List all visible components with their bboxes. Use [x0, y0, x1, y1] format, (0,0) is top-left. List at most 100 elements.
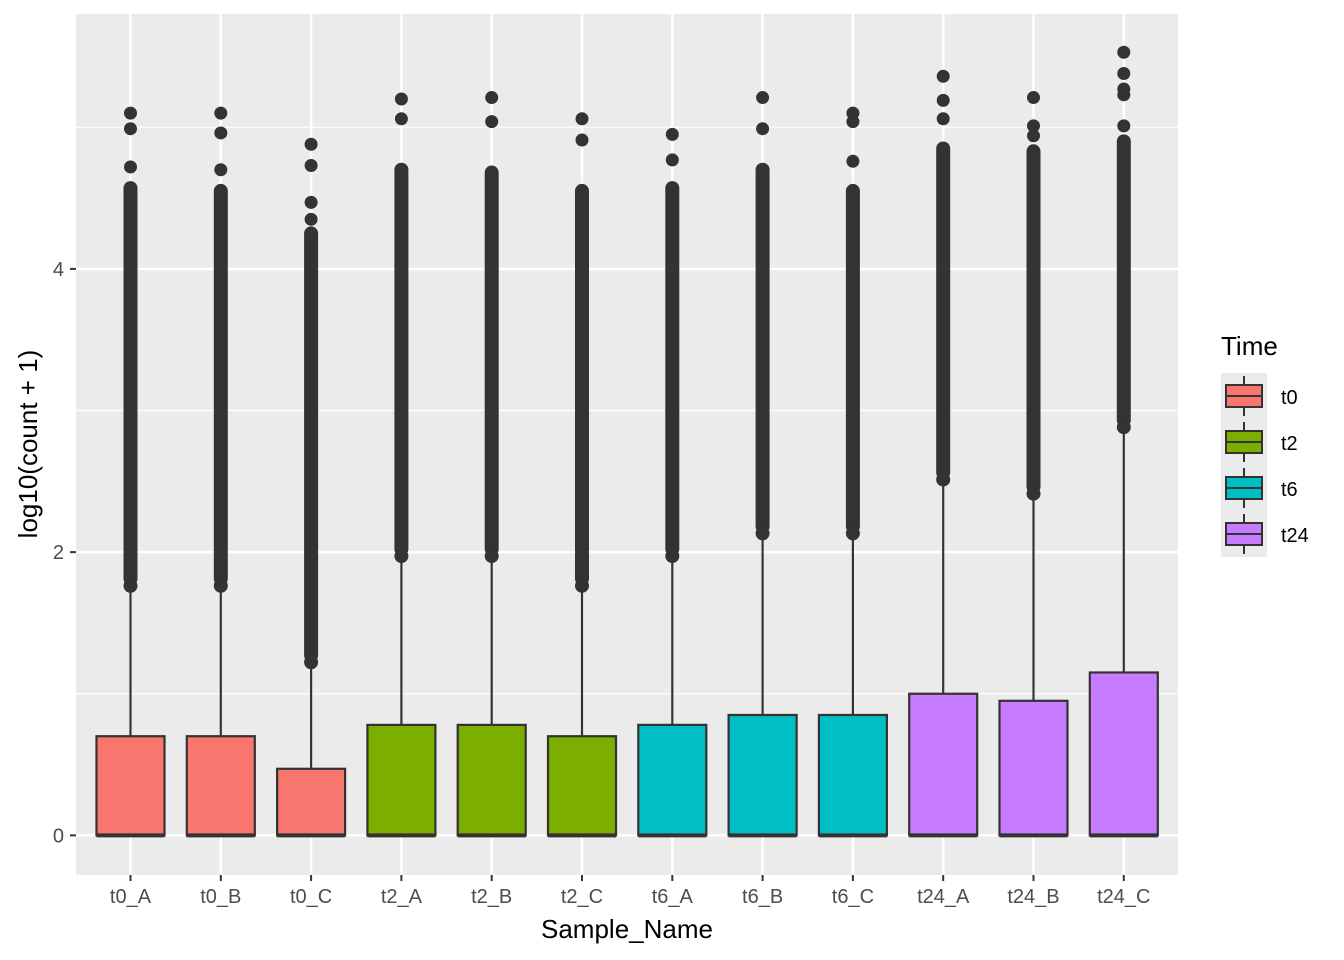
box-t24_A: [908, 69, 979, 838]
box-iqr: [998, 699, 1069, 837]
box-t2_C: [546, 112, 618, 838]
outlier-point: [575, 112, 589, 126]
legend: Time t0 t2 t6 t24: [1221, 331, 1309, 557]
x-tick-label: t2_B: [471, 886, 512, 908]
legend-title: Time: [1221, 331, 1278, 361]
y-axis-title: log10(count + 1): [13, 350, 43, 539]
box-t0_A: [95, 106, 166, 838]
outlier-point: [1117, 119, 1131, 133]
legend-item-t2: t2: [1221, 419, 1298, 465]
outlier-point: [1027, 91, 1040, 105]
outlier-band: [304, 226, 319, 663]
x-tick-label: t0_C: [290, 886, 332, 908]
outlier-point: [846, 154, 860, 168]
outlier-point: [1117, 66, 1131, 80]
outlier-point: [304, 195, 318, 209]
x-tick-label: t6_A: [652, 886, 694, 908]
outlier-point: [214, 126, 228, 140]
legend-label: t2: [1281, 433, 1298, 455]
outlier-point: [846, 106, 860, 120]
outlier-band: [936, 141, 951, 480]
outlier-point: [665, 127, 679, 141]
x-tick-label: t24_B: [1007, 886, 1059, 908]
outlier-point: [1026, 486, 1041, 501]
outlier-point: [936, 69, 950, 83]
x-tick-label: t6_B: [742, 886, 783, 908]
outlier-band: [755, 162, 770, 534]
outlier-point: [214, 106, 228, 120]
outlier-point: [394, 112, 408, 126]
minor-gridlines: [76, 126, 1178, 695]
outlier-point: [214, 163, 228, 177]
outlier-point: [575, 133, 589, 147]
x-tick-label: t24_A: [917, 886, 970, 908]
x-tick-label: t2_A: [381, 886, 423, 908]
legend-label: t0: [1281, 387, 1298, 409]
outlier-point: [484, 549, 499, 564]
legend-item-t0: t0: [1221, 373, 1298, 419]
box-iqr: [95, 735, 166, 837]
box-t6_A: [637, 127, 708, 838]
outlier-point: [213, 578, 228, 593]
outlier-point: [1027, 119, 1040, 133]
outlier-point: [756, 122, 770, 136]
outlier-point: [485, 115, 499, 129]
legend-label: t24: [1281, 525, 1309, 547]
x-tick-label: t2_C: [561, 886, 603, 908]
legend-keys: t0 t2 t6 t24: [1221, 373, 1309, 557]
box-iqr: [276, 767, 347, 837]
box-iqr: [908, 692, 979, 837]
outlier-point: [304, 655, 319, 670]
box-iqr: [817, 713, 889, 837]
box-t2_B: [456, 91, 527, 838]
plot-panel: [76, 14, 1178, 875]
outlier-point: [845, 526, 860, 541]
outlier-point: [123, 578, 138, 593]
outlier-point: [124, 160, 137, 174]
outlier-band: [845, 183, 860, 534]
y-tick-label: 0: [53, 825, 64, 847]
legend-item-t24: t24: [1221, 511, 1309, 557]
x-tick-label: t6_C: [832, 886, 874, 908]
box-t0_B: [185, 106, 256, 838]
outlier-band: [394, 162, 409, 557]
outlier-point: [936, 112, 950, 126]
outlier-point: [755, 526, 770, 541]
outlier-point: [575, 578, 589, 593]
box-iqr: [727, 713, 798, 837]
outlier-point: [304, 137, 318, 151]
box-t24_B: [998, 91, 1069, 838]
outlier-band: [665, 181, 680, 557]
outlier-point: [1116, 420, 1131, 435]
box-t2_A: [366, 92, 437, 838]
outlier-point: [756, 91, 770, 105]
outlier-point: [304, 212, 318, 226]
y-tick-label: 2: [53, 542, 64, 564]
box-t0_C: [276, 137, 347, 838]
outlier-band: [484, 165, 499, 557]
outlier-point: [394, 92, 408, 106]
box-iqr: [637, 723, 708, 837]
legend-item-t6: t6: [1221, 465, 1298, 511]
outlier-point: [1117, 82, 1131, 96]
outlier-point: [936, 472, 951, 487]
outlier-band: [213, 183, 228, 586]
box-iqr: [185, 735, 256, 837]
box-iqr: [366, 723, 437, 837]
outlier-band: [1116, 134, 1131, 428]
outlier-point: [1117, 45, 1131, 59]
outlier-point: [124, 106, 137, 120]
outlier-point: [485, 91, 499, 105]
outlier-point: [665, 153, 679, 167]
box-iqr: [1088, 671, 1159, 837]
box-t6_B: [727, 91, 798, 838]
outlier-point: [665, 549, 680, 564]
outlier-band: [575, 183, 589, 586]
boxes: [95, 45, 1159, 838]
box-t24_C: [1088, 45, 1159, 838]
box-iqr: [546, 735, 618, 837]
x-axis-title: Sample_Name: [541, 914, 713, 944]
box-iqr: [456, 723, 527, 837]
outlier-point: [936, 93, 950, 107]
